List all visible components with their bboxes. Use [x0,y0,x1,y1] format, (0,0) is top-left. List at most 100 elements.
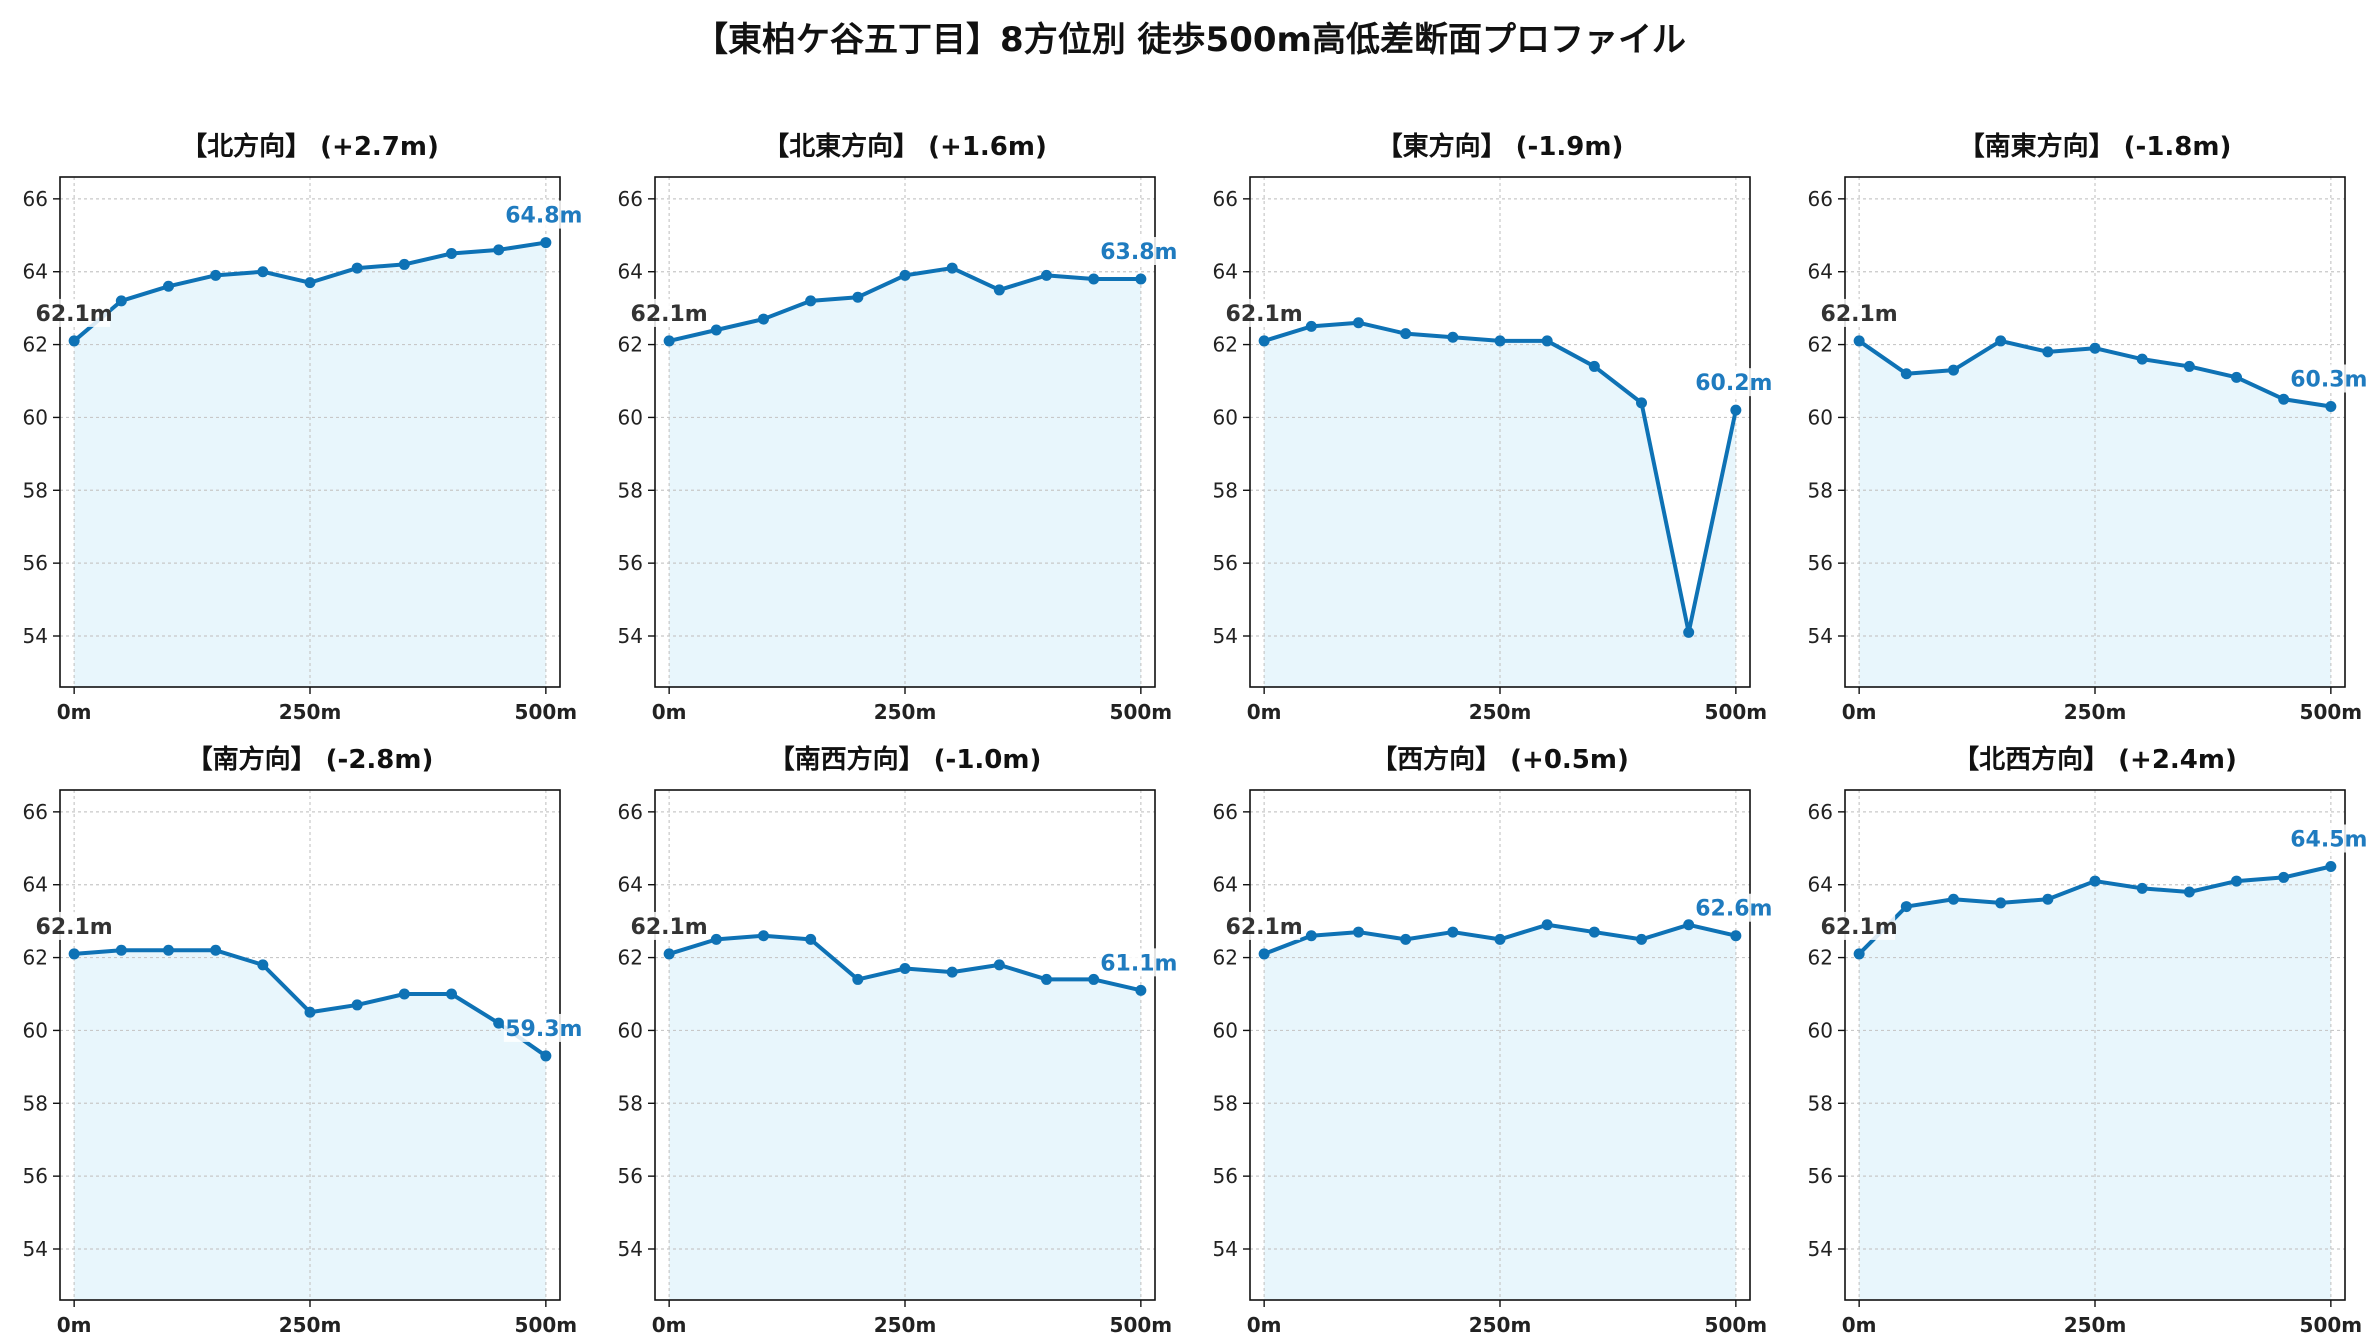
end-label: 60.2m [1695,371,1772,396]
data-point [1041,973,1053,985]
data-point [1947,893,1959,905]
data-point [1352,317,1364,329]
data-point [398,258,410,270]
chart-panel-6: 【西方向】 (+0.5m) 54 56 58 60 62 64 66 0m 250m 500m 62.… [1213,744,1774,1337]
y-tick-label: 58 [1213,478,1238,502]
y-tick-label: 54 [1213,1237,1238,1261]
panel-title: 【南西方向】 (-1.0m) [769,744,1042,775]
chart-panel-0: 【北方向】 (+2.7m) 54 56 58 60 62 64 66 0m 250m 500m 62.… [23,131,584,724]
data-point [304,277,316,289]
data-point [946,966,958,978]
start-label-bg [633,911,706,940]
y-tick-label: 54 [23,1237,48,1261]
data-point [2325,861,2337,872]
y-tick-label: 58 [23,1091,48,1115]
data-point [1900,368,1912,380]
data-point [1352,926,1364,938]
y-tick-label: 56 [618,1164,643,1188]
x-tick-label: 250m [279,1313,342,1337]
y-tick-label: 64 [23,873,48,897]
y-tick-label: 54 [1808,1237,1833,1261]
data-point [1135,273,1147,285]
data-point [1447,331,1459,343]
data-point [993,959,1005,971]
x-tick-label: 0m [1842,1313,1877,1337]
data-point [210,269,222,281]
y-tick-label: 58 [1213,1091,1238,1115]
start-label-bg [1823,298,1896,327]
start-label: 62.1m [1821,302,1898,327]
panel-title: 【南方向】 (-2.8m) [187,744,434,775]
start-label-bg [1823,911,1896,940]
data-point [946,262,958,274]
y-tick-label: 62 [23,333,48,357]
x-tick-label: 500m [1705,1313,1768,1337]
data-point [805,295,817,307]
x-tick-label: 500m [1705,700,1768,724]
y-tick-label: 60 [1213,1018,1238,1042]
data-point [899,963,911,974]
x-tick-label: 250m [1469,1313,1532,1337]
data-point [210,944,222,956]
y-tick-label: 62 [1808,333,1833,357]
data-point [446,248,458,259]
start-label: 62.1m [1226,915,1303,940]
panel-title: 【西方向】 (+0.5m) [1371,744,1629,775]
y-tick-label: 64 [1808,873,1833,897]
y-tick-label: 66 [618,187,643,211]
data-point [68,335,80,347]
data-point [2136,353,2148,365]
data-point [1088,973,1100,985]
data-point [257,266,269,278]
end-label-bg [2288,364,2369,393]
data-point [1853,948,1865,960]
y-tick-label: 60 [618,405,643,429]
start-label-bg [38,298,111,327]
x-tick-label: 250m [2064,1313,2127,1337]
panel-title: 【北方向】 (+2.7m) [181,131,439,162]
x-tick-label: 0m [1247,1313,1282,1337]
chart-panel-2: 【東方向】 (-1.9m) 54 56 58 60 62 64 66 0m 250m 500m 62.… [1213,131,1774,724]
x-tick-label: 250m [1469,700,1532,724]
data-point [1088,273,1100,285]
data-point [115,295,127,307]
y-tick-label: 56 [1808,551,1833,575]
y-tick-label: 56 [1808,1164,1833,1188]
area-fill [1264,322,1736,687]
y-tick-label: 66 [23,800,48,824]
data-point [1900,901,1912,913]
data-point [993,284,1005,296]
data-point [1683,626,1695,638]
y-tick-label: 66 [1213,800,1238,824]
start-label: 62.1m [631,302,708,327]
panel-title: 【北東方向】 (+1.6m) [763,131,1047,162]
y-tick-label: 60 [1213,405,1238,429]
start-label-bg [38,911,111,940]
data-point [710,933,722,945]
data-point [1541,335,1553,347]
data-point [2042,893,2054,905]
start-label: 62.1m [36,915,113,940]
area-fill [1859,866,2331,1300]
area-fill [74,242,546,688]
data-point [2089,342,2101,354]
y-tick-label: 56 [1213,1164,1238,1188]
data-point [162,280,174,292]
y-tick-label: 58 [1808,1091,1833,1115]
y-tick-label: 62 [1213,333,1238,357]
data-point [1258,948,1270,960]
data-point [115,944,127,956]
x-tick-label: 250m [874,700,937,724]
y-tick-label: 66 [1808,187,1833,211]
data-point [1995,335,2007,347]
y-tick-label: 66 [23,187,48,211]
y-tick-label: 60 [618,1018,643,1042]
data-point [1400,328,1412,340]
data-point [493,244,505,256]
x-tick-label: 250m [874,1313,937,1337]
data-point [1400,933,1412,945]
x-tick-label: 500m [1110,1313,1173,1337]
x-tick-label: 500m [2300,700,2363,724]
data-point [852,291,864,303]
